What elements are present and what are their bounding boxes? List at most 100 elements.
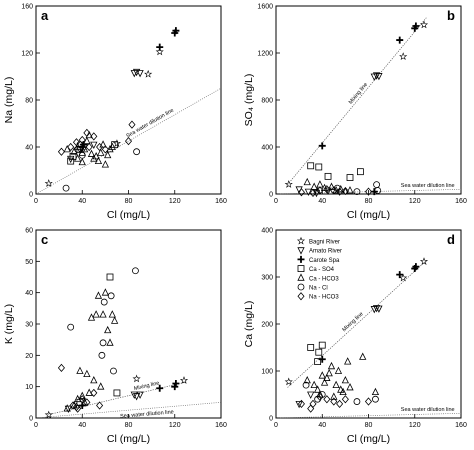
y-tick-label: 80 (25, 98, 33, 105)
data-point (78, 135, 86, 145)
data-point (318, 341, 326, 349)
series-tri-down (64, 391, 144, 413)
data-point (98, 351, 106, 359)
x-axis-label: Cl (mg/L) (347, 433, 390, 445)
data-point (346, 186, 354, 194)
x-tick-label: 160 (455, 198, 467, 205)
y-tick-label: 10 (25, 384, 33, 391)
series-plus (318, 263, 420, 363)
series-star (44, 47, 164, 187)
data-point (92, 152, 100, 160)
data-point (57, 147, 65, 156)
dilution-line (35, 401, 222, 419)
data-point (341, 186, 349, 196)
data-point (92, 310, 100, 318)
line-annotation: Sea water dilution line (125, 108, 175, 140)
data-point (336, 187, 344, 196)
data-point (156, 43, 164, 51)
data-point (399, 52, 408, 60)
data-point (341, 395, 349, 404)
x-tick-label: 0 (34, 422, 38, 429)
legend-label: Na - Cl (309, 286, 328, 292)
data-point (63, 144, 71, 153)
data-point (76, 366, 84, 374)
plot-frame (35, 229, 222, 419)
data-point (337, 385, 345, 393)
x-tick-label: 40 (318, 422, 326, 429)
y-tick-label: 0 (269, 416, 273, 423)
series-star (284, 20, 429, 188)
series-tri-down (295, 72, 383, 198)
y-axis-label: Na (mg/L) (3, 77, 15, 124)
data-point (90, 154, 98, 162)
x-tick-label: 40 (318, 198, 326, 205)
data-point (330, 392, 338, 400)
data-point (124, 137, 133, 146)
data-point (69, 152, 77, 160)
data-point (313, 187, 322, 195)
legend-marker (296, 236, 306, 245)
x-tick-label: 0 (274, 198, 278, 205)
data-point (353, 398, 361, 405)
mixing-line (287, 260, 427, 388)
data-point (83, 369, 91, 378)
data-point (304, 188, 313, 197)
data-point (97, 382, 105, 390)
data-point (133, 148, 140, 156)
series-triangle (303, 177, 354, 195)
series-tri-down (295, 305, 383, 409)
y-tick-label: 0 (269, 192, 273, 199)
x-axis-label: Cl (mg/L) (107, 209, 150, 221)
data-point (419, 257, 429, 265)
data-point (94, 156, 103, 165)
data-point (108, 310, 116, 318)
x-tick-label: 80 (365, 198, 373, 205)
y-tick-label: 40 (25, 290, 33, 297)
data-point (315, 163, 323, 171)
data-point (87, 149, 96, 157)
series-circle (67, 267, 139, 375)
data-point (297, 399, 305, 409)
data-point (330, 397, 338, 406)
x-tick-label: 0 (34, 198, 38, 205)
data-point (314, 358, 322, 366)
x-tick-label: 160 (455, 422, 467, 429)
panel-a: 0 40 80 120 160 0 40 80 120 160 Cl (mg/L) Na (mg/L)… (3, 4, 227, 222)
data-point (101, 160, 110, 168)
data-point (309, 188, 317, 197)
series-diamond (297, 392, 373, 413)
data-point (90, 376, 98, 384)
panel-letter: d (447, 232, 455, 247)
data-point (172, 380, 180, 388)
y-tick-label: 30 (25, 322, 33, 329)
y-tick-label: 400 (261, 228, 273, 235)
data-point (179, 376, 189, 384)
data-point (310, 182, 318, 190)
data-point (284, 180, 293, 188)
data-point (44, 179, 53, 187)
data-point (99, 140, 107, 148)
data-point (78, 391, 86, 399)
x-tick-label: 120 (169, 198, 181, 205)
data-point (320, 378, 329, 386)
data-point (419, 20, 429, 29)
data-point (72, 402, 80, 412)
data-point (128, 120, 136, 129)
data-point (364, 187, 373, 196)
legend-label: Ca - HCO3 (309, 276, 339, 282)
data-point (334, 366, 343, 374)
data-point (78, 395, 86, 404)
data-point (104, 325, 112, 334)
data-point (106, 338, 114, 346)
data-point (364, 397, 373, 406)
data-point (330, 186, 338, 195)
data-point (106, 273, 114, 281)
data-point (310, 380, 318, 389)
legend-label: Amato River (309, 249, 342, 255)
y-tick-label: 200 (261, 322, 273, 329)
line-annotation: Mixing line (133, 380, 160, 392)
data-point (57, 363, 65, 372)
line-annotation: Mixing line (341, 311, 364, 333)
y-tick-label: 20 (25, 353, 33, 360)
data-point (130, 391, 138, 399)
